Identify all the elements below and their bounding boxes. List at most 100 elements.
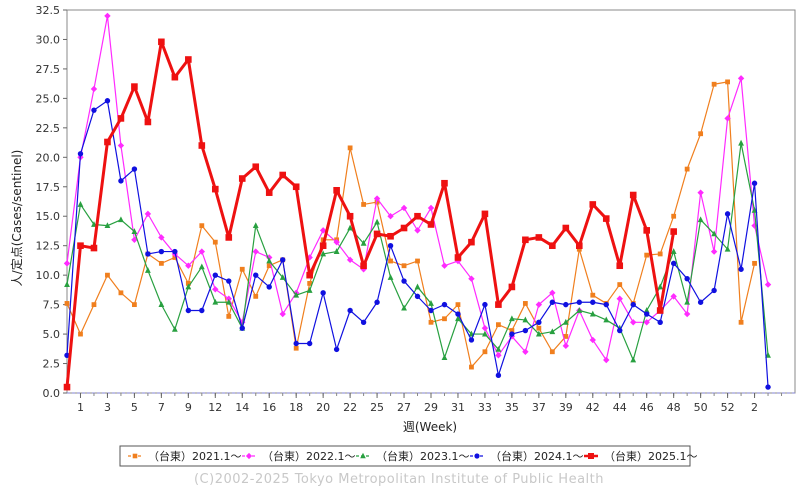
legend-item: （台東）2021.1～ <box>128 449 242 463</box>
y-tick-label: 12.5 <box>36 240 61 253</box>
data-point <box>171 325 178 332</box>
data-point <box>711 230 718 237</box>
data-point <box>630 301 636 308</box>
plot-area <box>66 9 796 394</box>
data-point <box>400 204 408 212</box>
data-point <box>279 274 286 280</box>
data-point <box>225 295 232 302</box>
x-tick-label: 44 <box>613 401 627 414</box>
y-tick-label: 5.0 <box>43 328 61 341</box>
data-point <box>455 302 461 308</box>
data-point <box>387 232 394 240</box>
x-tick-label: 29 <box>424 401 438 414</box>
data-point <box>549 289 556 297</box>
data-point <box>576 246 582 252</box>
series-4 <box>64 98 771 390</box>
data-point <box>575 242 583 249</box>
x-tick-label: 25 <box>370 401 384 414</box>
data-point <box>253 272 259 278</box>
series-1 <box>64 79 757 370</box>
data-point <box>414 212 421 220</box>
data-point <box>414 293 421 300</box>
data-point <box>360 239 367 246</box>
data-point <box>576 299 582 305</box>
data-point <box>131 83 138 90</box>
data-point <box>373 230 381 238</box>
data-point <box>104 12 111 20</box>
series-5 <box>63 38 677 391</box>
data-point <box>401 263 407 269</box>
data-point <box>401 304 407 311</box>
data-point <box>428 300 434 306</box>
data-point <box>212 286 219 293</box>
data-point <box>280 257 286 263</box>
x-tick-label: 22 <box>343 401 357 414</box>
legend-item: （台東）2023.1～ <box>356 449 470 463</box>
data-point <box>414 227 421 234</box>
data-point <box>266 284 272 290</box>
data-point <box>724 245 731 252</box>
data-point <box>319 227 327 234</box>
data-point <box>509 328 515 333</box>
data-point <box>725 79 730 85</box>
data-point <box>361 202 366 207</box>
data-point <box>333 238 340 246</box>
data-point <box>105 272 110 278</box>
data-point <box>266 257 273 264</box>
data-point <box>616 295 623 302</box>
x-tick-label: 7 <box>158 401 165 414</box>
legend-marker <box>360 452 366 459</box>
data-point <box>724 115 731 122</box>
data-point <box>509 331 515 337</box>
data-point <box>64 352 70 358</box>
data-point <box>617 282 623 287</box>
data-point <box>265 189 273 196</box>
series-line <box>65 40 676 388</box>
data-point <box>347 307 353 314</box>
data-point <box>603 356 610 364</box>
data-point <box>374 299 380 305</box>
x-tick-label: 2 <box>751 401 758 414</box>
data-point <box>374 218 380 225</box>
data-point <box>320 290 326 296</box>
data-point <box>630 356 637 363</box>
data-point <box>522 316 529 323</box>
data-point <box>387 242 394 249</box>
data-point <box>738 139 744 146</box>
data-point <box>226 314 232 319</box>
data-point <box>131 236 138 243</box>
x-tick-label: 16 <box>262 401 276 414</box>
data-point <box>238 175 246 182</box>
data-point <box>266 263 272 269</box>
data-point <box>185 283 192 290</box>
data-point <box>347 224 354 231</box>
data-point <box>482 349 488 355</box>
x-tick-label: 50 <box>694 401 708 414</box>
data-point <box>738 319 744 325</box>
x-tick-label: 3 <box>104 401 111 414</box>
data-point <box>64 301 70 306</box>
data-point <box>306 340 313 347</box>
data-point <box>442 316 447 322</box>
data-point <box>549 242 556 249</box>
data-point <box>496 322 501 328</box>
data-point <box>684 166 690 172</box>
data-point <box>212 239 218 245</box>
data-point <box>131 228 138 234</box>
y-tick-label: 17.5 <box>36 181 61 194</box>
data-point <box>697 299 704 305</box>
data-point <box>737 75 745 82</box>
data-point <box>589 310 596 317</box>
x-tick-label: 48 <box>667 401 681 414</box>
legend: （台東）2021.1～ （台東）2022.1～ （台東）2023.1～ （台東）202… <box>119 445 698 467</box>
data-point <box>481 210 489 218</box>
x-tick-label: 9 <box>185 401 192 414</box>
data-point <box>185 281 191 286</box>
data-point <box>441 262 448 269</box>
data-point <box>198 263 205 270</box>
x-tick-label: 27 <box>397 401 411 414</box>
data-point <box>535 330 542 337</box>
data-point <box>320 250 327 257</box>
data-point <box>522 327 529 334</box>
